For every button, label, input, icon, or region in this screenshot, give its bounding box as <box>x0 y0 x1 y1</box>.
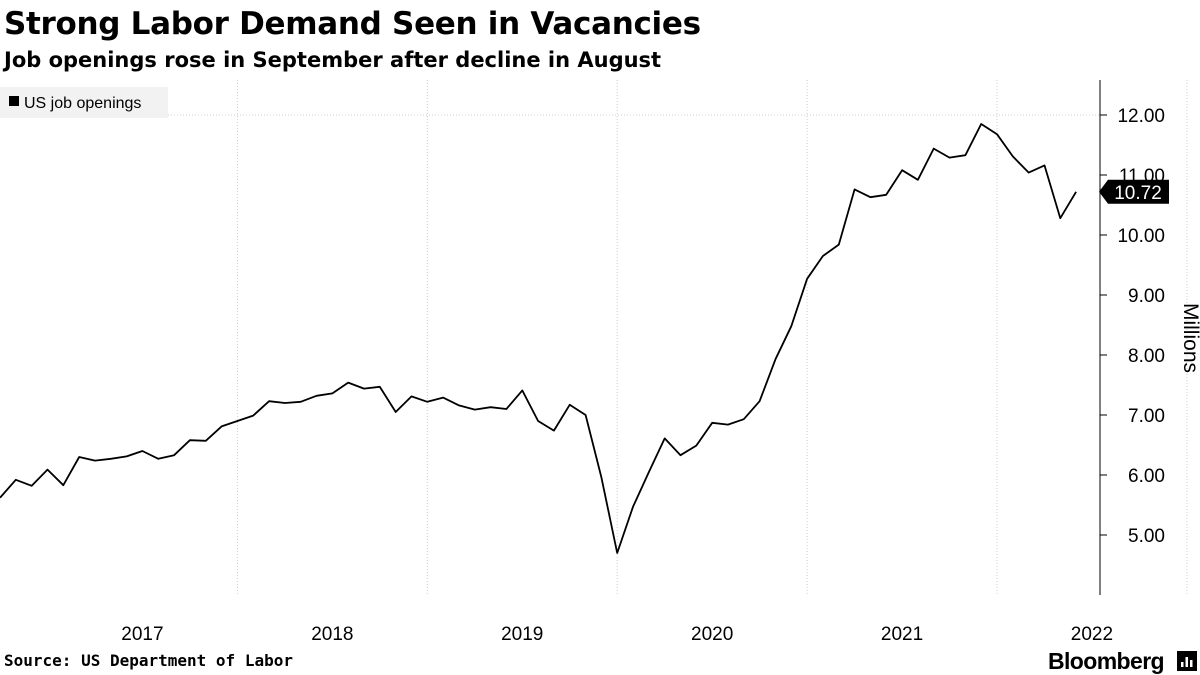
x-tick-label: 2020 <box>691 624 733 645</box>
chart-title: Strong Labor Demand Seen in Vacancies <box>4 6 701 42</box>
y-tick-label: 10.00 <box>1117 226 1165 247</box>
y-tick-label: 7.00 <box>1128 406 1165 427</box>
y-axis-title: Millions <box>1179 303 1200 373</box>
chart-subtitle: Job openings rose in September after dec… <box>4 48 662 72</box>
last-value-label: 10.72 <box>1114 183 1162 204</box>
y-tick-label: 6.00 <box>1128 466 1165 487</box>
y-tick-label: 8.00 <box>1128 346 1165 367</box>
y-tick-label: 5.00 <box>1128 526 1165 547</box>
last-value-label-bg <box>1099 179 1169 204</box>
x-tick-label: 2022 <box>1071 624 1113 645</box>
x-tick-label: 2019 <box>501 624 543 645</box>
legend-swatch <box>9 96 19 106</box>
y-tick-label: 9.00 <box>1128 286 1165 307</box>
legend-box <box>0 87 168 118</box>
source-note: Source: US Department of Labor <box>4 651 293 670</box>
y-tick-label: 12.00 <box>1117 106 1165 127</box>
terminal-icon <box>1177 651 1197 671</box>
x-tick-label: 2017 <box>121 624 163 645</box>
series-line <box>0 123 1077 554</box>
bloomberg-logo: Bloomberg <box>1048 648 1165 674</box>
legend-label: US job openings <box>24 95 141 112</box>
x-tick-label: 2018 <box>311 624 353 645</box>
x-tick-label: 2021 <box>881 624 923 645</box>
